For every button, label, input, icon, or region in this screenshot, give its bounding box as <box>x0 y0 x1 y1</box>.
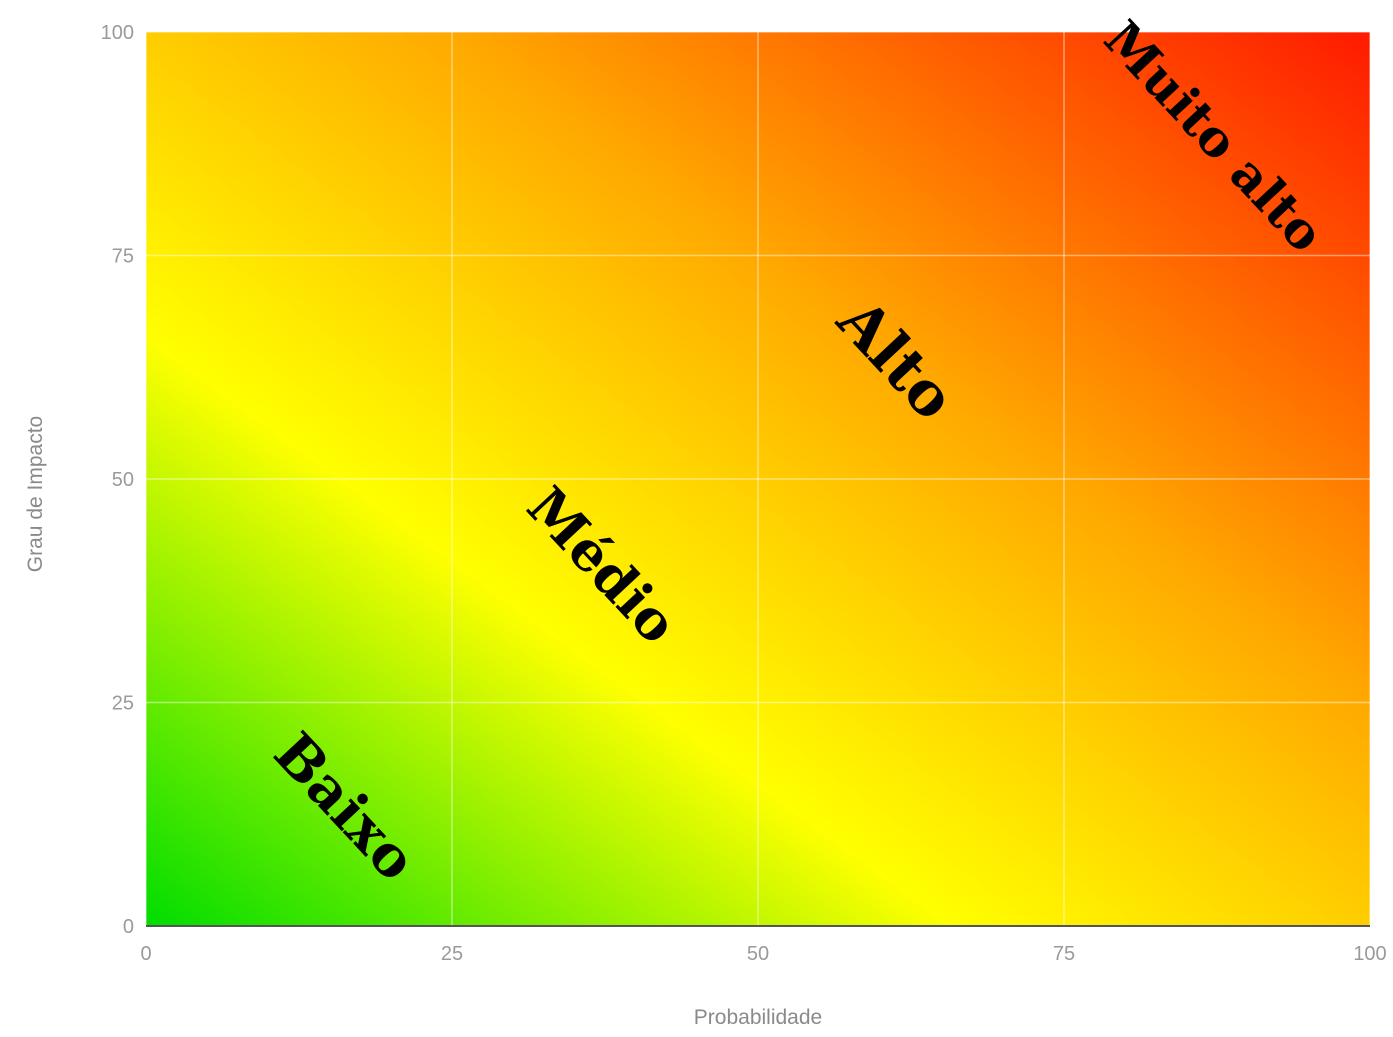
y-tick-label: 0 <box>123 916 134 938</box>
x-tick-label: 75 <box>1053 943 1075 965</box>
x-tick-label: 50 <box>747 943 769 965</box>
tick-labels: 0 25 50 75 100 0 25 50 75 100 <box>101 22 1387 965</box>
x-tick-label: 100 <box>1353 943 1386 965</box>
x-tick-label: 0 <box>140 943 151 965</box>
x-axis-title: Probabilidade <box>694 1006 822 1029</box>
x-tick-label: 25 <box>441 943 463 965</box>
y-tick-label: 25 <box>112 693 134 715</box>
y-tick-label: 75 <box>112 246 134 268</box>
y-tick-label: 100 <box>101 22 134 44</box>
y-tick-label: 50 <box>112 469 134 491</box>
y-axis-title: Grau de Impacto <box>24 416 47 572</box>
plot-area <box>146 32 1370 926</box>
